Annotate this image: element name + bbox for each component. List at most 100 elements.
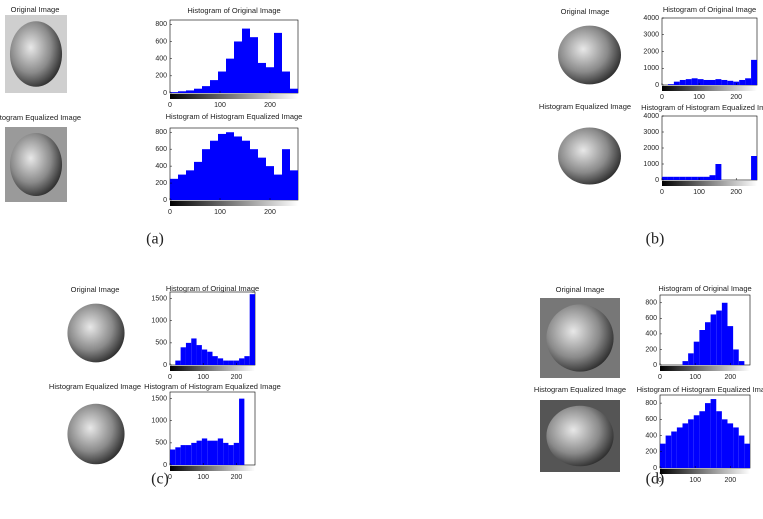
histogram-bar	[239, 358, 245, 365]
image-fruit	[67, 403, 125, 465]
y-tick-label: 800	[155, 129, 167, 136]
histogram-bar	[212, 356, 218, 365]
histogram-bar	[170, 92, 178, 93]
histogram-bar	[226, 132, 234, 200]
y-tick-label: 0	[655, 82, 659, 89]
y-tick-label: 0	[163, 462, 167, 469]
histogram-bar	[202, 149, 210, 200]
x-tick-label: 100	[693, 189, 705, 196]
y-tick-label: 3000	[643, 32, 659, 39]
histogram-bar	[673, 81, 680, 85]
histogram-bar	[716, 310, 722, 365]
x-tick-label: 200	[264, 209, 276, 216]
histogram-bar	[727, 80, 734, 85]
histogram-bar	[744, 443, 750, 468]
image-fruit	[558, 127, 621, 185]
histogram-bar	[228, 360, 234, 365]
x-tick-label: 200	[231, 374, 243, 381]
histogram-bar	[699, 330, 705, 365]
chart-title: Histogram of Histogram Equalized Image	[144, 382, 281, 391]
histogram-bar	[178, 91, 186, 93]
histogram-bar	[196, 345, 202, 365]
histogram-bar	[710, 399, 717, 468]
x-tick-label: 200	[724, 374, 736, 381]
chart-title: Histogram of Histogram Equalized Image	[641, 103, 763, 112]
histogram-bar	[191, 338, 197, 365]
histogram-bar	[693, 341, 700, 365]
histogram-bar	[266, 166, 274, 200]
x-tick-label: 0	[168, 102, 172, 109]
histogram-bar	[185, 445, 192, 465]
y-tick-label: 500	[155, 440, 167, 447]
x-tick-label: 200	[730, 94, 742, 101]
histogram-bar	[290, 88, 298, 93]
x-tick-label: 100	[197, 374, 209, 381]
histogram-bar	[250, 149, 258, 200]
histogram-bar	[196, 440, 202, 465]
y-tick-label: 400	[645, 432, 657, 439]
image-title: Original Image	[556, 285, 605, 294]
x-tick-label: 0	[660, 94, 664, 101]
image-title: Histogram Equalized Image	[49, 382, 141, 391]
histogram-bar	[266, 67, 274, 93]
y-tick-label: 0	[655, 177, 659, 184]
histogram-bar	[212, 440, 218, 465]
histogram-bar	[721, 79, 728, 85]
histogram-bar	[218, 71, 226, 93]
histogram-bar	[223, 360, 229, 365]
histogram-bar	[751, 59, 757, 85]
histogram-bar	[175, 360, 181, 365]
x-tick-label: 0	[658, 477, 662, 484]
x-tick-label: 200	[231, 474, 243, 481]
histogram-bar	[685, 176, 692, 180]
colorbar	[662, 86, 757, 91]
histogram-bar	[210, 140, 218, 200]
y-tick-label: 1000	[643, 65, 659, 72]
y-tick-label: 2000	[643, 48, 659, 55]
histogram-bar	[738, 435, 745, 468]
histogram-bar	[186, 90, 194, 93]
histogram-bar	[185, 342, 192, 365]
x-tick-label: 0	[168, 474, 172, 481]
histogram-bar	[210, 80, 218, 93]
histogram-bar	[679, 79, 686, 85]
x-tick-label: 100	[197, 474, 209, 481]
histogram-bar	[207, 351, 213, 365]
histogram-bar	[691, 78, 698, 85]
histogram-bar	[228, 445, 234, 465]
y-tick-label: 1500	[151, 295, 167, 302]
histogram-bar	[194, 88, 202, 93]
colorbar	[660, 469, 750, 474]
histogram-bar	[705, 403, 711, 468]
histogram-bar	[194, 161, 202, 200]
histogram-bar	[239, 398, 245, 465]
histogram-bar	[258, 62, 266, 93]
colorbar	[170, 94, 298, 99]
panel-label: (c)	[151, 471, 169, 488]
histogram-bar	[170, 449, 176, 465]
histogram-bar	[688, 419, 694, 468]
y-tick-label: 600	[645, 315, 657, 322]
image-title: Original Image	[71, 285, 120, 294]
y-tick-label: 0	[163, 90, 167, 97]
histogram-bar	[671, 431, 677, 468]
image-title: Histogram Equalized Image	[539, 102, 631, 111]
histogram-bar	[738, 361, 745, 365]
histogram-bar	[667, 84, 674, 85]
chart-title: Histogram of Original Image	[166, 284, 259, 293]
histogram-bar	[233, 442, 240, 465]
histogram-bar	[665, 435, 672, 468]
y-tick-label: 200	[645, 449, 657, 456]
chart-title: Histogram of Original Image	[187, 6, 280, 15]
histogram-bar	[217, 438, 224, 465]
histogram-bar	[733, 427, 739, 468]
histogram-bar	[218, 133, 226, 200]
histogram-bar	[249, 294, 255, 365]
x-tick-label: 100	[689, 477, 701, 484]
panel-label: (d)	[646, 471, 665, 488]
y-tick-label: 800	[645, 400, 657, 407]
histogram-bar	[226, 58, 234, 93]
colorbar	[660, 366, 750, 371]
x-tick-label: 200	[730, 189, 742, 196]
y-tick-label: 800	[155, 21, 167, 28]
